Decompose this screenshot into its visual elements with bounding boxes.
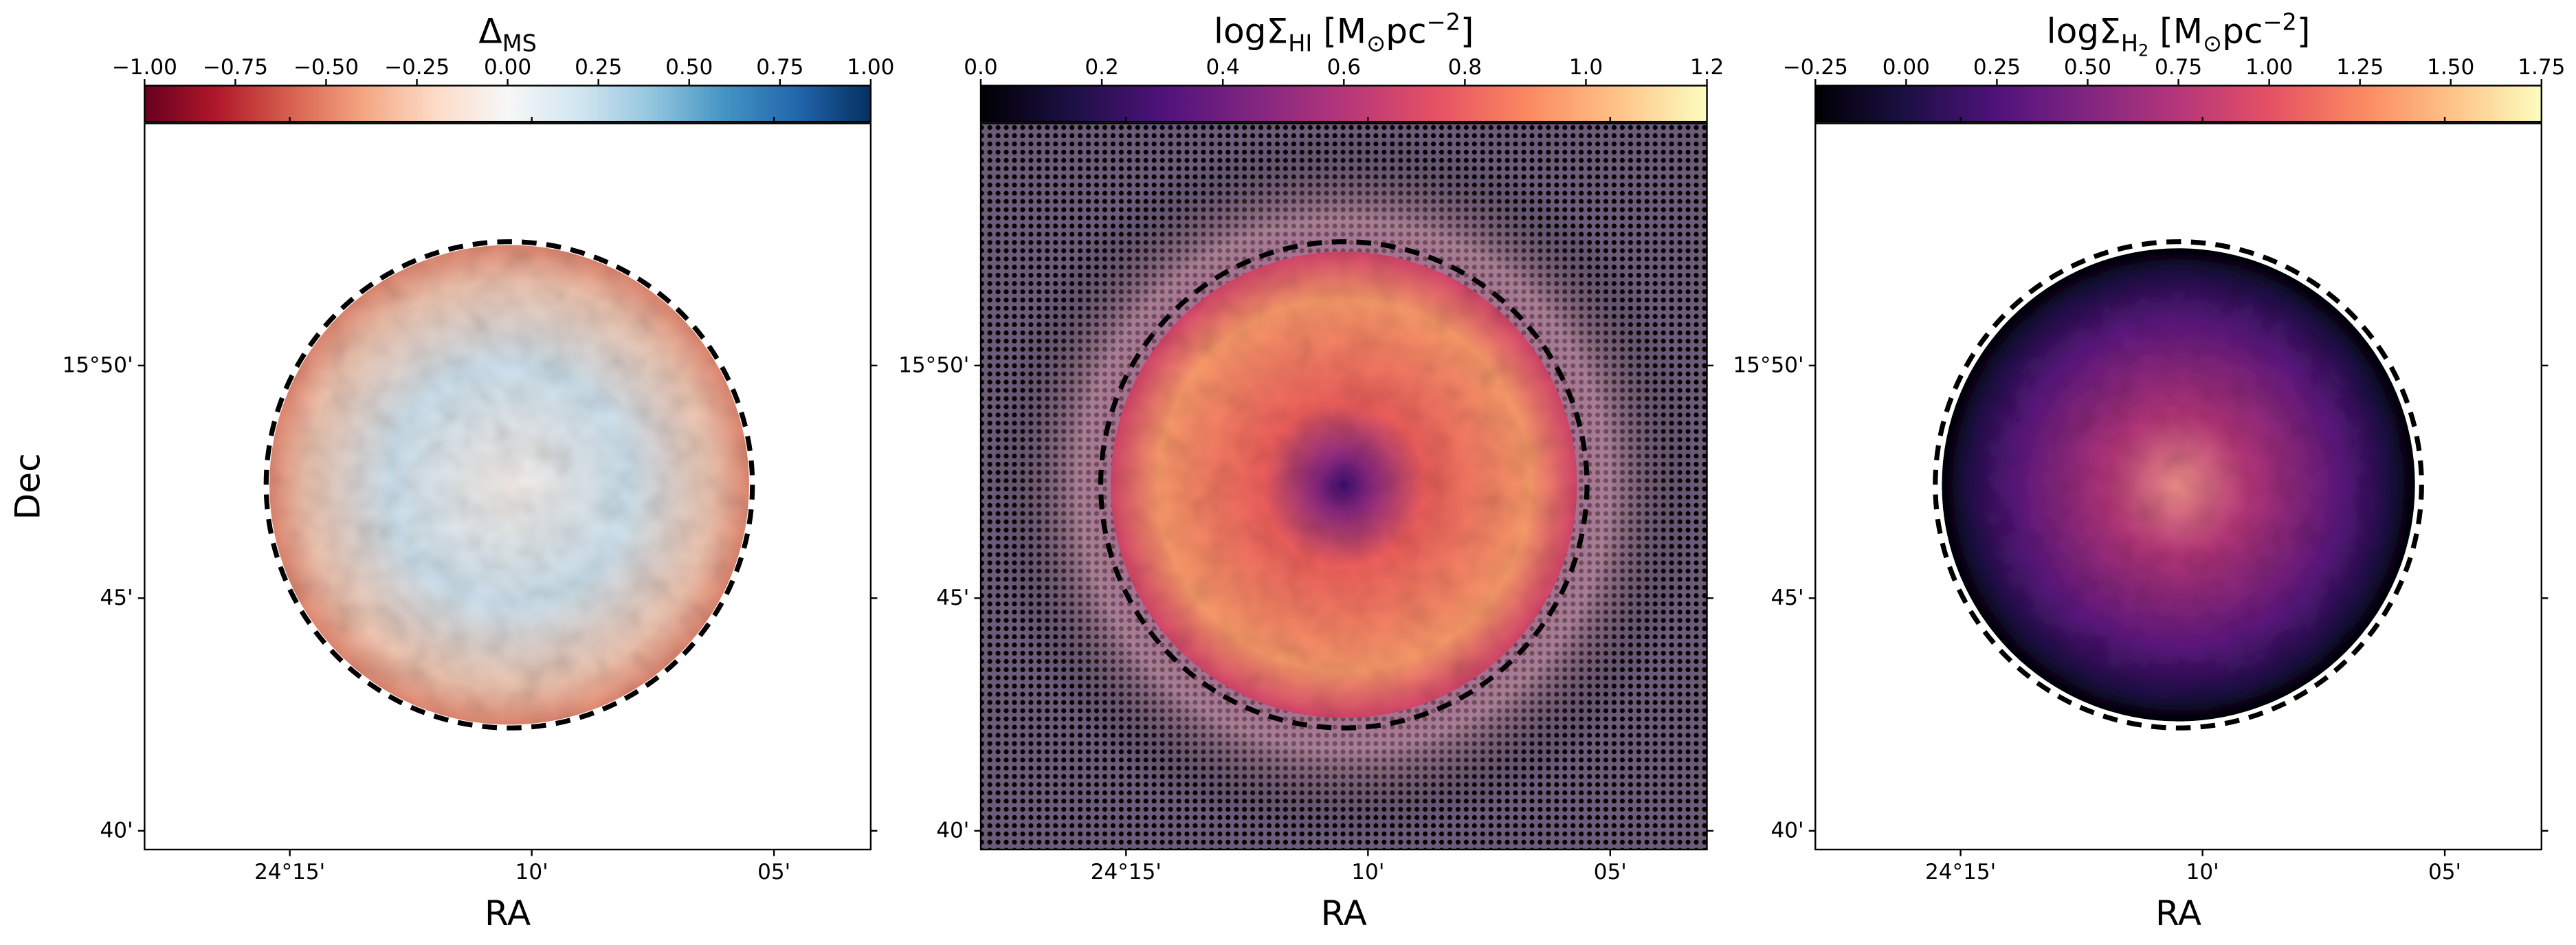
colorbar-tick-label: 0.6 xyxy=(1327,55,1361,80)
title-part: [M xyxy=(2148,10,2203,51)
x-tick-label: 05' xyxy=(757,860,790,885)
colorbar-tick-label: 0.25 xyxy=(575,55,622,80)
colorbar-tick-label: 0.00 xyxy=(1883,55,1930,80)
colorbar-tick-label: −0.25 xyxy=(1783,55,1848,80)
y-tick-label: 15°50' xyxy=(898,353,969,377)
colorbar-tick-label: 1.2 xyxy=(1690,55,1724,80)
colorbar-tick-label: −0.25 xyxy=(384,55,449,80)
y-tick-label: 15°50' xyxy=(1733,353,1803,377)
x-tick-label: 10' xyxy=(1351,860,1384,885)
y-tick-label: 45' xyxy=(1770,586,1803,610)
y-tick-label: 40' xyxy=(936,818,969,843)
colorbar-tick-label: 0.2 xyxy=(1085,55,1118,80)
colorbar-tick-label: 1.00 xyxy=(847,55,894,80)
colorbar-tick-label: −0.75 xyxy=(203,55,268,80)
x-tick-label: 24°15' xyxy=(1925,860,1996,885)
title-part: ] xyxy=(2297,10,2311,51)
axes-frame xyxy=(1814,122,2542,851)
axes-frame xyxy=(979,122,1708,851)
y-tick-label: 15°50' xyxy=(62,353,133,377)
axes-frame xyxy=(144,122,872,851)
colorbar-tick-label: 1.50 xyxy=(2427,55,2474,80)
title-part: 2 xyxy=(2138,41,2148,60)
x-tick-label: 10' xyxy=(515,860,548,885)
title-part: H xyxy=(2121,30,2138,56)
colorbar-tick-label: 0.75 xyxy=(756,55,803,80)
colorbar-tick-label: 0.50 xyxy=(665,55,713,80)
panel-title: ΔMS xyxy=(478,10,536,56)
title-part: HI xyxy=(1288,30,1312,56)
title-part: logΣ xyxy=(2047,10,2121,51)
title-part: −2 xyxy=(1427,8,1461,35)
y-tick-label: 45' xyxy=(936,586,969,610)
y-tick-label: 40' xyxy=(1770,818,1803,843)
x-tick-label: 05' xyxy=(2428,860,2461,885)
x-axis-label: RA xyxy=(485,893,531,933)
x-tick-label: 24°15' xyxy=(254,860,325,885)
colorbar xyxy=(144,85,872,123)
colorbar xyxy=(979,85,1708,123)
y-tick-label: 40' xyxy=(100,818,133,843)
colorbar-tick-label: −0.50 xyxy=(293,55,359,80)
title-part: ⊙ xyxy=(1366,30,1386,56)
colorbar xyxy=(1814,85,2542,123)
colorbar-tick-label: 0.75 xyxy=(2155,55,2202,80)
colorbar-tick-label: 1.75 xyxy=(2518,55,2565,80)
x-tick-label: 10' xyxy=(2186,860,2219,885)
colorbar-tick-label: 0.4 xyxy=(1206,55,1239,80)
x-axis-label: RA xyxy=(2155,893,2201,933)
title-part: logΣ xyxy=(1214,10,1288,51)
colorbar-tick-label: 0.50 xyxy=(2064,55,2111,80)
colorbar-tick-label: 0.00 xyxy=(484,55,531,80)
x-tick-label: 24°15' xyxy=(1091,860,1162,885)
colorbar-tick-label: 1.00 xyxy=(2245,55,2293,80)
colorbar-tick-label: 1.25 xyxy=(2336,55,2384,80)
colorbar-tick-label: 0.0 xyxy=(964,55,997,80)
colorbar-tick-label: 0.8 xyxy=(1448,55,1482,80)
x-axis-label: RA xyxy=(1321,893,1367,933)
title-part: ] xyxy=(1461,10,1474,51)
map-background xyxy=(144,123,2542,850)
panel-title: logΣHI [M⊙pc−2] xyxy=(1214,8,1474,56)
y-tick-label: 45' xyxy=(100,586,133,610)
title-part: pc xyxy=(1386,10,1426,51)
title-part: ⊙ xyxy=(2203,30,2222,56)
title-part: [M xyxy=(1312,10,1366,51)
colorbar-tick-label: −1.00 xyxy=(112,55,177,80)
y-axis-label: Dec xyxy=(7,453,47,520)
colorbar-tick-label: 0.25 xyxy=(1973,55,2021,80)
colorbar-tick-label: 1.0 xyxy=(1569,55,1603,80)
title-part: pc xyxy=(2222,10,2263,51)
title-part: −2 xyxy=(2263,8,2297,35)
title-part: MS xyxy=(502,30,537,56)
panel-title: logΣH2 [M⊙pc−2] xyxy=(2047,8,2311,60)
title-part: Δ xyxy=(478,10,502,51)
x-tick-label: 05' xyxy=(1594,860,1627,885)
